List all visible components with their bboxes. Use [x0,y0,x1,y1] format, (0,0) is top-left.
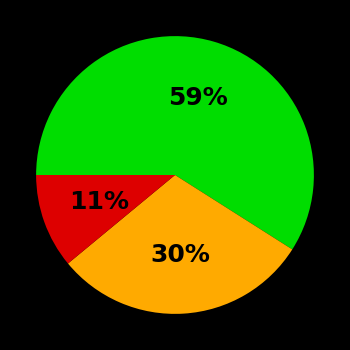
Wedge shape [36,175,175,264]
Text: 11%: 11% [69,190,129,214]
Wedge shape [68,175,292,314]
Wedge shape [36,36,314,250]
Text: 59%: 59% [168,86,228,110]
Text: 30%: 30% [150,243,210,267]
